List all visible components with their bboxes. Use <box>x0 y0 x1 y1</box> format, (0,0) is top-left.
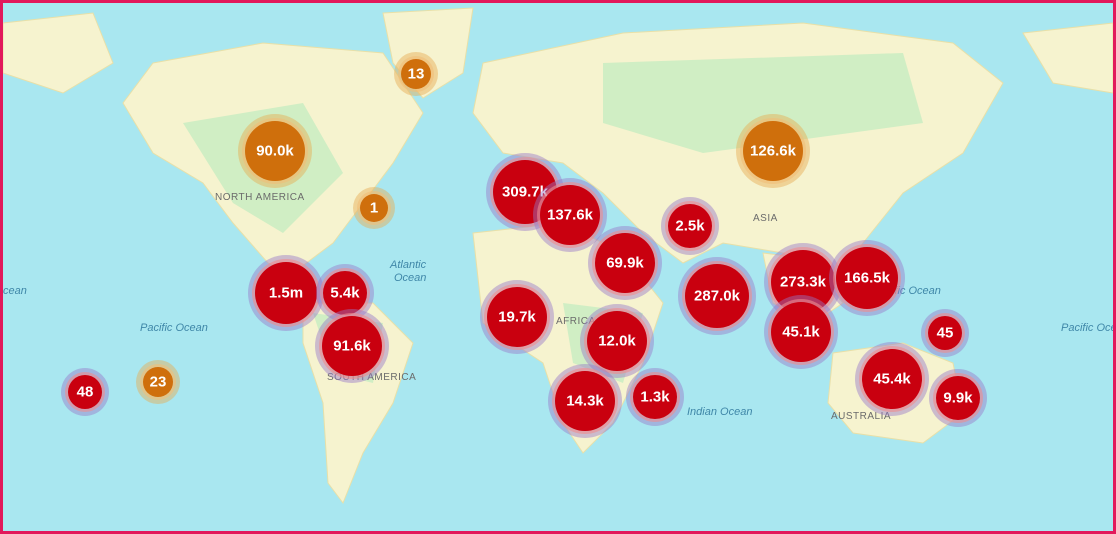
cluster-count: 45 <box>937 325 954 342</box>
cluster-marker[interactable]: 45.1k <box>764 295 838 369</box>
cluster-marker[interactable]: 273.3k <box>764 243 842 321</box>
cluster-marker[interactable]: 45 <box>921 309 969 357</box>
map-label: Ocean <box>394 272 426 284</box>
cluster-count: 126.6k <box>750 143 797 160</box>
cluster-count: 1.3k <box>640 389 670 406</box>
cluster-count: 166.5k <box>844 270 891 287</box>
cluster-count: 45.1k <box>782 324 820 341</box>
cluster-count: 1.5m <box>269 285 303 302</box>
cluster-circle <box>555 371 615 431</box>
cluster-count: 309.7k <box>502 184 549 201</box>
cluster-circle <box>245 121 305 181</box>
cluster-count: 2.5k <box>675 218 705 235</box>
cluster-count: 23 <box>150 374 167 391</box>
cluster-marker[interactable]: 90.0k <box>238 114 312 188</box>
map-label: NORTH AMERICA <box>215 192 305 203</box>
map-label: Pacific Ocean <box>140 322 208 334</box>
cluster-circle <box>685 264 749 328</box>
cluster-circle <box>68 375 102 409</box>
cluster-count: 45.4k <box>873 371 911 388</box>
map-label: ASIA <box>753 213 778 224</box>
clusters: 13 90.0k 1 126.6k 309.7k 137.6k 2.5k 69.9k 1.5m 5… <box>61 52 987 438</box>
cluster-marker[interactable]: 91.6k <box>315 309 389 383</box>
map-label: SOUTH AMERICA <box>327 372 416 383</box>
cluster-circle <box>401 59 431 89</box>
cluster-marker[interactable]: 5.4k <box>316 264 374 322</box>
cluster-marker[interactable]: 45.4k <box>855 342 929 416</box>
cluster-circle <box>323 271 367 315</box>
cluster-marker[interactable]: 1.3k <box>626 368 684 426</box>
cluster-marker[interactable]: 126.6k <box>736 114 810 188</box>
cluster-circle <box>862 349 922 409</box>
cluster-marker[interactable]: 1.5m <box>248 255 324 331</box>
cluster-count: 14.3k <box>566 393 604 410</box>
cluster-marker[interactable]: 1 <box>353 187 395 229</box>
cluster-count: 13 <box>408 66 425 83</box>
cluster-circle <box>928 316 962 350</box>
cluster-marker[interactable]: 23 <box>136 360 180 404</box>
cluster-circle <box>322 316 382 376</box>
cluster-circle <box>255 262 317 324</box>
cluster-marker[interactable]: 19.7k <box>480 280 554 354</box>
map-label: AUSTRALIA <box>831 411 891 422</box>
cluster-marker[interactable]: 166.5k <box>829 240 905 316</box>
cluster-count: 273.3k <box>780 274 827 291</box>
cluster-count: 1 <box>370 200 378 217</box>
cluster-circle <box>743 121 803 181</box>
cluster-count: 69.9k <box>606 255 644 272</box>
cluster-circle <box>540 185 600 245</box>
cluster-marker[interactable]: 12.0k <box>580 304 654 378</box>
cluster-circle <box>771 250 835 314</box>
cluster-circle <box>771 302 831 362</box>
cluster-marker[interactable]: 137.6k <box>533 178 607 252</box>
map-label: Atlantic <box>389 259 427 271</box>
cluster-count: 137.6k <box>547 207 594 224</box>
map-label: cean <box>3 285 27 297</box>
cluster-circle <box>633 375 677 419</box>
cluster-count: 48 <box>77 384 94 401</box>
land <box>3 7 1113 505</box>
cluster-marker[interactable]: 13 <box>394 52 438 96</box>
cluster-circle <box>595 233 655 293</box>
cluster-circle <box>668 204 712 248</box>
cluster-count: 5.4k <box>330 285 360 302</box>
cluster-count: 91.6k <box>333 338 371 355</box>
map-label: Indian Ocean <box>687 406 752 418</box>
cluster-marker[interactable]: 287.0k <box>678 257 756 335</box>
cluster-count: 12.0k <box>598 333 636 350</box>
cluster-marker[interactable]: 14.3k <box>548 364 622 438</box>
cluster-marker[interactable]: 2.5k <box>661 197 719 255</box>
cluster-circle <box>143 367 173 397</box>
cluster-count: 287.0k <box>694 288 741 305</box>
cluster-circle <box>587 311 647 371</box>
cluster-marker[interactable]: 9.9k <box>929 369 987 427</box>
cluster-count: 90.0k <box>256 143 294 160</box>
map-label: Pacific Oce <box>1061 322 1113 334</box>
cluster-marker[interactable]: 48 <box>61 368 109 416</box>
cluster-count: 19.7k <box>498 309 536 326</box>
map-label: AFRICA <box>556 316 596 327</box>
cluster-circle <box>936 376 980 420</box>
cluster-marker[interactable]: 69.9k <box>588 226 662 300</box>
cluster-count: 9.9k <box>943 390 973 407</box>
cluster-circle <box>836 247 898 309</box>
cluster-circle <box>487 287 547 347</box>
cluster-circle <box>360 194 388 222</box>
